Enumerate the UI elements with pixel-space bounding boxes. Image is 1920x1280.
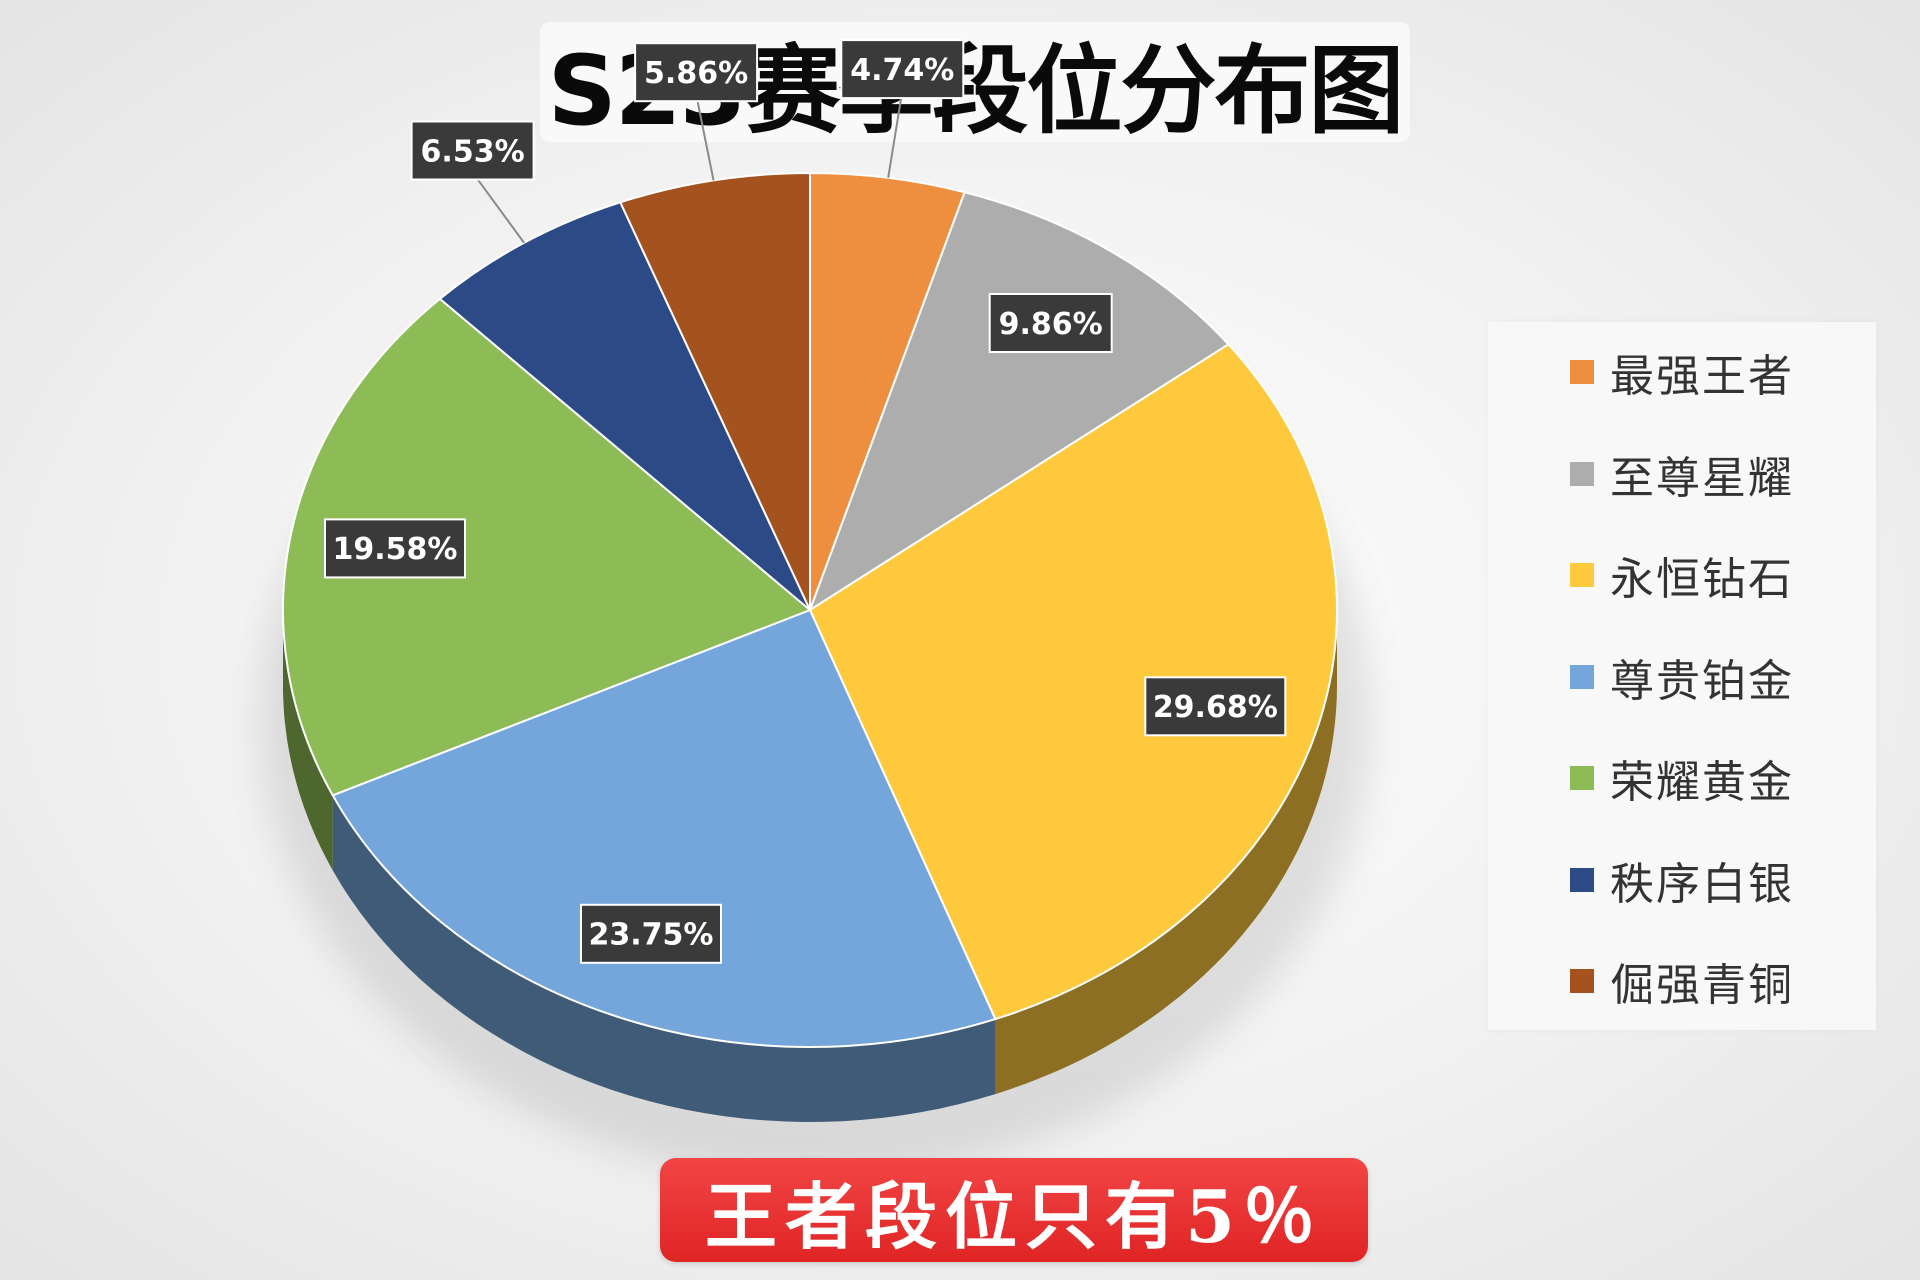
pie-slice-2 bbox=[809, 191, 1230, 611]
highlight-banner: 王者段位只有5％ bbox=[660, 1158, 1368, 1262]
legend-label: 最强王者 bbox=[1610, 351, 1794, 402]
legend-item-1: 最强王者 bbox=[1570, 342, 1794, 402]
data-label-text-4: 23.75% bbox=[589, 918, 714, 953]
data-label-box-1 bbox=[840, 39, 965, 100]
data-label-box-6 bbox=[410, 120, 535, 181]
leader-line-1 bbox=[887, 90, 904, 178]
data-label-2: 9.86% bbox=[988, 293, 1113, 353]
data-label-text-6: 6.53% bbox=[421, 134, 525, 169]
data-label-box-3 bbox=[1144, 676, 1287, 737]
pie-side-3 bbox=[995, 610, 1337, 1095]
pie-side-4 bbox=[332, 795, 996, 1122]
pie-slices bbox=[282, 172, 1338, 1048]
data-label-7: 5.86% bbox=[634, 42, 759, 181]
legend-label: 荣耀黄金 bbox=[1610, 757, 1794, 808]
legend-label: 倔强青铜 bbox=[1610, 960, 1794, 1011]
data-label-text-7: 5.86% bbox=[644, 56, 748, 91]
legend-item-5: 荣耀黄金 bbox=[1570, 748, 1794, 808]
data-label-4: 23.75% bbox=[580, 903, 722, 964]
pie-slice-6 bbox=[438, 201, 811, 611]
data-label-1: 4.74% bbox=[840, 39, 965, 178]
leader-line-7 bbox=[695, 94, 715, 181]
legend-swatch bbox=[1570, 867, 1594, 892]
pie-slice-1 bbox=[809, 172, 966, 611]
legend-item-4: 尊贵铂金 bbox=[1570, 647, 1794, 707]
legend-item-2: 至尊星耀 bbox=[1570, 444, 1794, 504]
legend-label: 至尊星耀 bbox=[1610, 452, 1794, 504]
legend-swatch bbox=[1570, 461, 1594, 486]
legend-swatch bbox=[1570, 664, 1594, 689]
legend-label: 秩序白银 bbox=[1610, 858, 1794, 910]
legend-item-3: 永恒钻石 bbox=[1570, 545, 1794, 605]
data-label-box-2 bbox=[988, 293, 1113, 353]
legend-swatch bbox=[1570, 766, 1594, 790]
pie-slice-4 bbox=[331, 609, 997, 1048]
data-label-5: 19.58% bbox=[324, 518, 466, 579]
pie-labels: 4.74% 9.86% 29.68% 23.75% 19.58% 6.53% 5.86% bbox=[324, 39, 1287, 964]
legend-item-6: 秩序白银 bbox=[1570, 850, 1794, 910]
pie-side-5 bbox=[283, 610, 333, 871]
data-label-box-4 bbox=[580, 903, 722, 964]
legend-label: 尊贵铂金 bbox=[1610, 655, 1794, 707]
data-label-text-5: 19.58% bbox=[333, 532, 458, 567]
pie-sides bbox=[283, 610, 1337, 1122]
data-label-text-1: 4.74% bbox=[850, 53, 954, 88]
data-label-text-2: 9.86% bbox=[999, 307, 1103, 342]
legend-swatch bbox=[1570, 969, 1594, 993]
legend-swatch bbox=[1570, 360, 1594, 384]
data-label-6: 6.53% bbox=[410, 120, 535, 244]
legend-item-7: 倔强青铜 bbox=[1570, 951, 1794, 1011]
data-label-3: 29.68% bbox=[1144, 676, 1287, 737]
legend-label: 永恒钻石 bbox=[1610, 554, 1794, 605]
pie-slice-3 bbox=[809, 343, 1338, 1021]
data-label-box-7 bbox=[634, 42, 759, 103]
data-label-box-5 bbox=[324, 518, 466, 579]
legend-swatch bbox=[1570, 563, 1594, 587]
leader-line-6 bbox=[471, 171, 525, 244]
legend: 最强王者至尊星耀永恒钻石尊贵铂金荣耀黄金秩序白银倔强青铜 bbox=[1488, 322, 1876, 1030]
pie-slice-7 bbox=[619, 172, 811, 611]
pie-slice-5 bbox=[282, 297, 811, 797]
data-label-text-3: 29.68% bbox=[1153, 690, 1278, 725]
